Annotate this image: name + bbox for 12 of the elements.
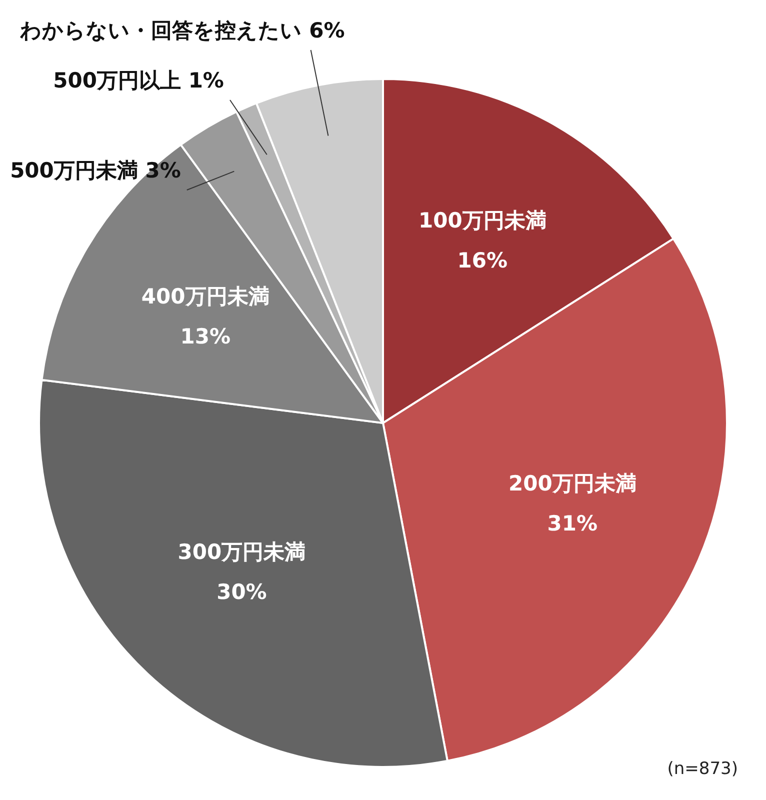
slice-label: 500万円未満 3% [10, 158, 181, 182]
slice-label: 100万円未満 [418, 208, 546, 233]
data-label: 31% [547, 511, 598, 536]
data-label: 30% [216, 580, 267, 604]
slice-label: 300万円未満 [178, 540, 306, 564]
slice-label: 400万円未満 [141, 284, 270, 308]
slice-label: 500万円以上 1% [53, 68, 224, 92]
slice-label: 200万円未満 [508, 471, 636, 496]
data-label: 13% [180, 324, 230, 348]
text: (n=873) [667, 758, 738, 779]
data-label: 16% [457, 248, 508, 273]
slice-label: わからない・回答を控えたい 6% [18, 18, 345, 42]
